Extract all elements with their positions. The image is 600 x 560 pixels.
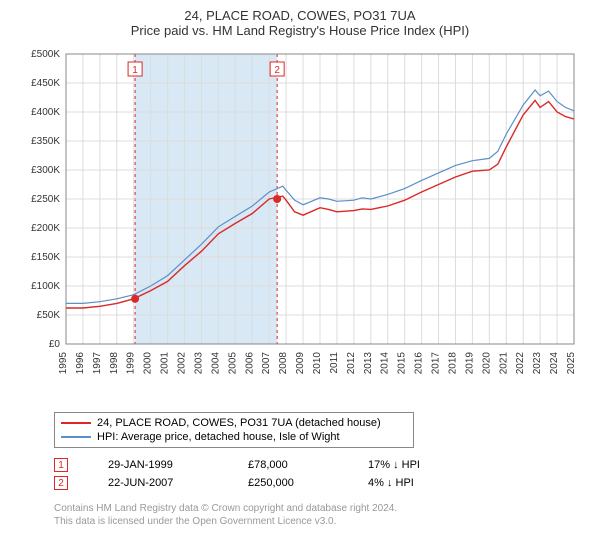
- legend-row-series1: 24, PLACE ROAD, COWES, PO31 7UA (detache…: [61, 416, 407, 430]
- price-chart: £0 £50K £100K £150K £200K £250K £300K £350K £400…: [14, 44, 586, 404]
- title-address: 24, PLACE ROAD, COWES, PO31 7UA: [14, 8, 586, 23]
- svg-text:2020: 2020: [481, 352, 492, 375]
- svg-text:£400K: £400K: [31, 107, 60, 118]
- legend-row-series2: HPI: Average price, detached house, Isle…: [61, 430, 407, 444]
- svg-text:2019: 2019: [464, 352, 475, 375]
- footer-line-1: Contains HM Land Registry data © Crown c…: [54, 502, 586, 515]
- svg-text:2005: 2005: [227, 352, 238, 375]
- svg-text:£350K: £350K: [31, 136, 60, 147]
- svg-text:2: 2: [274, 65, 280, 76]
- svg-text:2011: 2011: [329, 352, 340, 374]
- svg-text:1995: 1995: [58, 352, 69, 375]
- svg-text:2025: 2025: [566, 352, 577, 375]
- svg-text:£500K: £500K: [31, 49, 60, 60]
- sale-row-2: 2 22-JUN-2007 £250,000 4% ↓ HPI: [54, 474, 586, 492]
- svg-text:2024: 2024: [549, 352, 560, 375]
- legend-swatch-2: [61, 436, 91, 438]
- svg-text:2018: 2018: [447, 352, 458, 375]
- sale-marker-1: 1: [54, 458, 68, 472]
- svg-text:2003: 2003: [193, 352, 204, 375]
- svg-text:1: 1: [132, 65, 138, 76]
- svg-text:£150K: £150K: [31, 252, 60, 263]
- footer: Contains HM Land Registry data © Crown c…: [54, 502, 586, 528]
- sale-date-1: 29-JAN-1999: [108, 459, 208, 471]
- svg-text:1996: 1996: [75, 352, 86, 375]
- svg-text:2015: 2015: [397, 352, 408, 375]
- svg-text:2006: 2006: [244, 352, 255, 375]
- sale-price-1: £78,000: [248, 459, 328, 471]
- footer-line-2: This data is licensed under the Open Gov…: [54, 515, 586, 528]
- svg-text:2013: 2013: [363, 352, 374, 375]
- title-subtitle: Price paid vs. HM Land Registry's House …: [14, 23, 586, 38]
- sale-rows: 1 29-JAN-1999 £78,000 17% ↓ HPI 2 22-JUN…: [54, 456, 586, 492]
- chart-container: 24, PLACE ROAD, COWES, PO31 7UA Price pa…: [0, 0, 600, 538]
- svg-text:£250K: £250K: [31, 194, 60, 205]
- svg-text:£100K: £100K: [31, 281, 60, 292]
- svg-text:2017: 2017: [431, 352, 442, 375]
- svg-text:2023: 2023: [532, 352, 543, 375]
- svg-text:2016: 2016: [414, 352, 425, 375]
- sale-date-2: 22-JUN-2007: [108, 477, 208, 489]
- sale-row-1: 1 29-JAN-1999 £78,000 17% ↓ HPI: [54, 456, 586, 474]
- svg-text:1997: 1997: [92, 352, 103, 375]
- svg-text:2000: 2000: [143, 352, 154, 375]
- sale-delta-1: 17% ↓ HPI: [368, 459, 468, 471]
- legend-label-1: 24, PLACE ROAD, COWES, PO31 7UA (detache…: [97, 417, 381, 429]
- svg-text:2012: 2012: [346, 352, 357, 375]
- svg-text:2021: 2021: [498, 352, 509, 375]
- svg-text:2014: 2014: [380, 352, 391, 375]
- legend-swatch-1: [61, 422, 91, 424]
- sale-marker-2: 2: [54, 476, 68, 490]
- svg-text:2008: 2008: [278, 352, 289, 375]
- svg-text:2010: 2010: [312, 352, 323, 375]
- svg-text:2007: 2007: [261, 352, 272, 375]
- svg-text:2009: 2009: [295, 352, 306, 375]
- svg-text:2002: 2002: [177, 352, 188, 375]
- svg-text:£0: £0: [49, 339, 61, 350]
- svg-text:£200K: £200K: [31, 223, 60, 234]
- chart-area: £0 £50K £100K £150K £200K £250K £300K £350K £400…: [14, 44, 586, 404]
- svg-text:2004: 2004: [210, 352, 221, 375]
- svg-text:2022: 2022: [515, 352, 526, 375]
- svg-text:1998: 1998: [109, 352, 120, 375]
- svg-text:2001: 2001: [160, 352, 171, 375]
- legend-label-2: HPI: Average price, detached house, Isle…: [97, 431, 340, 443]
- svg-text:£300K: £300K: [31, 165, 60, 176]
- sale-price-2: £250,000: [248, 477, 328, 489]
- svg-text:£50K: £50K: [37, 310, 61, 321]
- svg-text:£450K: £450K: [31, 78, 60, 89]
- sale-delta-2: 4% ↓ HPI: [368, 477, 468, 489]
- svg-text:1999: 1999: [126, 352, 137, 375]
- legend-box: 24, PLACE ROAD, COWES, PO31 7UA (detache…: [54, 412, 414, 448]
